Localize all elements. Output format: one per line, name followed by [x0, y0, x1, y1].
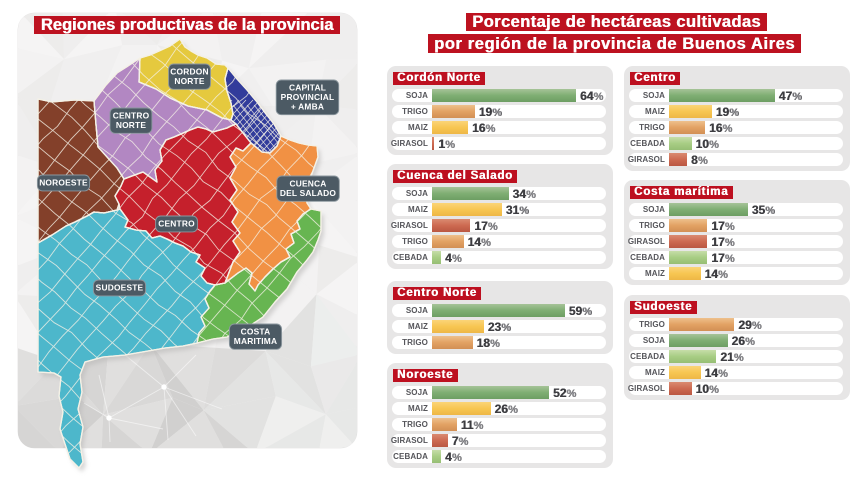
svg-text:CENTRO: CENTRO: [113, 111, 150, 121]
svg-text:CENTRO: CENTRO: [158, 219, 195, 229]
svg-text:COSTA: COSTA: [241, 327, 271, 337]
svg-text:NORTE: NORTE: [174, 76, 205, 86]
svg-text:CAPITAL: CAPITAL: [289, 83, 326, 93]
svg-text:CUENCA: CUENCA: [289, 179, 326, 189]
svg-text:CORDON: CORDON: [170, 67, 208, 77]
svg-text:NORTE: NORTE: [116, 120, 147, 130]
svg-text:NOROESTE: NOROESTE: [39, 178, 88, 188]
svg-text:PROVINCIAL: PROVINCIAL: [281, 92, 335, 102]
svg-text:+ AMBA: + AMBA: [291, 102, 324, 112]
svg-text:MARITIMA: MARITIMA: [234, 336, 277, 346]
svg-text:SUDOESTE: SUDOESTE: [96, 283, 144, 293]
svg-text:DEL SALADO: DEL SALADO: [280, 188, 337, 198]
